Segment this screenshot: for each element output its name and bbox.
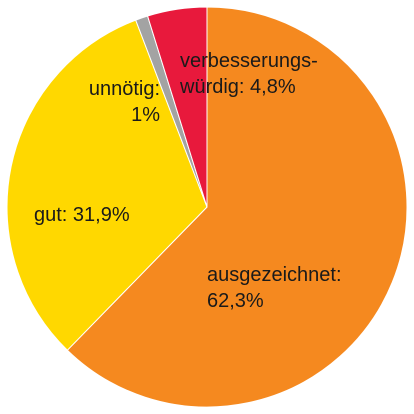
slice-label: verbesserungs-würdig: 4,8% [180,48,340,100]
value-label: 4,8% [250,76,296,98]
value-label: 62,3% [207,290,264,312]
value-label: 31,9% [72,204,130,226]
pie-slice [146,6,208,208]
pie-slice [66,6,408,408]
category-label: unnötig: [88,78,160,100]
category-label: ausgezeichnet: [207,264,342,286]
value-label: 1% [131,104,160,126]
category-label: verbesserungs-würdig: [180,50,318,98]
category-label: gut: [34,204,68,226]
pie-slice [6,19,208,351]
slice-label: ausgezeichnet: 62,3% [207,262,342,314]
slice-label: unnötig: 1% [89,76,160,128]
slice-label: gut: 31,9% [34,202,130,228]
